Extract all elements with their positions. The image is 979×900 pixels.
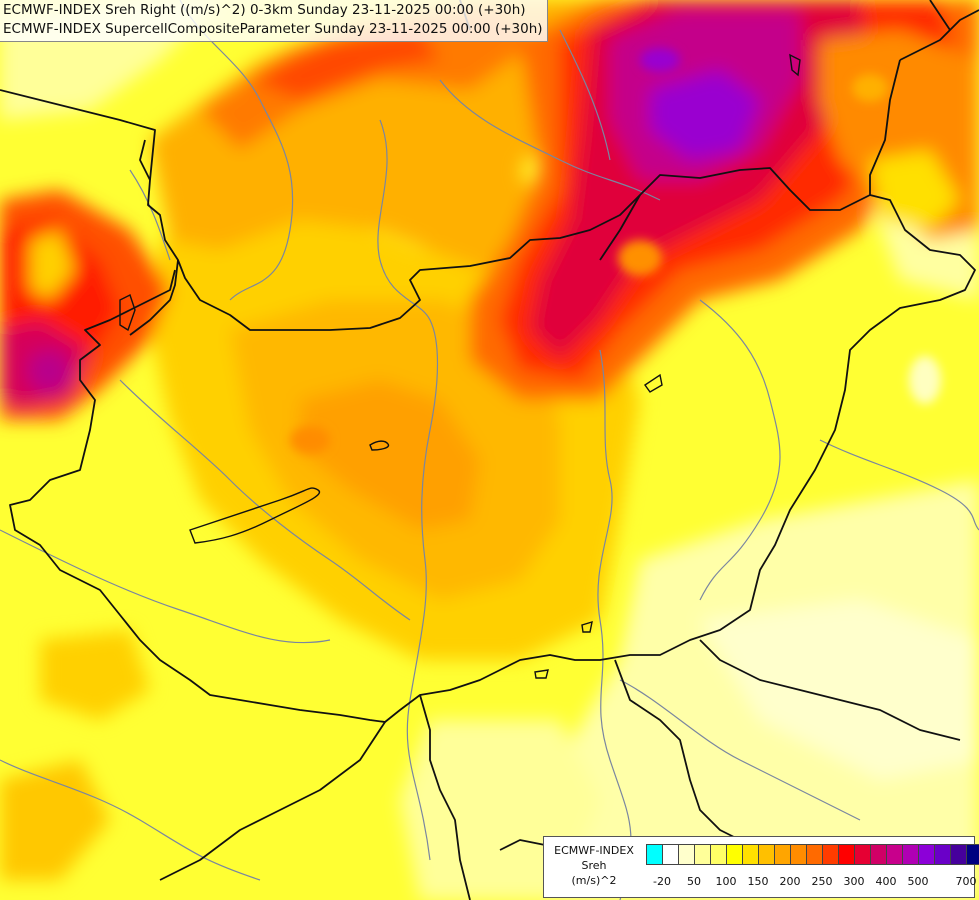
legend-swatch-14 [871, 845, 887, 864]
legend-tick-1: 50 [687, 875, 701, 888]
legend-tick-8: 500 [907, 875, 929, 888]
legend-tick-6: 300 [843, 875, 865, 888]
map-title: ECMWF-INDEX Sreh Right ((m/s)^2) 0-3km S… [0, 0, 548, 42]
legend-swatch-4 [711, 845, 727, 864]
lake-outlines [119, 53, 801, 679]
legend-swatch-15 [887, 845, 903, 864]
legend-swatch-9 [791, 845, 807, 864]
legend-swatch-10 [807, 845, 823, 864]
legend-swatch-1 [663, 845, 679, 864]
legend-color-bar [646, 844, 979, 865]
legend-swatch-7 [759, 845, 775, 864]
legend-source: ECMWF-INDEX [554, 844, 634, 857]
legend-swatch-11 [823, 845, 839, 864]
field-small-cells [290, 48, 941, 454]
legend-tick-4: 200 [779, 875, 801, 888]
legend-swatch-5 [727, 845, 743, 864]
legend-tick-0: -20 [653, 875, 671, 888]
legend-label: ECMWF-INDEX Sreh (m/s)^2 [544, 843, 644, 888]
legend-variable: Sreh [581, 859, 607, 872]
legend-swatch-20 [967, 845, 979, 864]
legend-swatch-13 [855, 845, 871, 864]
legend-tick-7: 400 [875, 875, 897, 888]
legend-swatch-16 [903, 845, 919, 864]
legend-tick-3: 150 [747, 875, 769, 888]
legend-swatch-8 [775, 845, 791, 864]
legend-swatch-0 [647, 845, 663, 864]
legend-swatch-18 [935, 845, 951, 864]
legend-swatch-3 [695, 845, 711, 864]
legend-tick-9: 700 [955, 875, 977, 888]
legend-swatch-17 [919, 845, 935, 864]
legend-swatch-19 [951, 845, 967, 864]
color-legend: ECMWF-INDEX Sreh (m/s)^2 -20 50 100 150 200 2… [543, 836, 979, 898]
legend-swatch-12 [839, 845, 855, 864]
legend-unit: (m/s)^2 [571, 874, 617, 887]
legend-tick-2: 100 [715, 875, 737, 888]
legend-swatch-2 [679, 845, 695, 864]
legend-tick-5: 250 [811, 875, 833, 888]
legend-swatch-6 [743, 845, 759, 864]
title-line-supercell: ECMWF-INDEX SupercellCompositeParameter … [3, 21, 543, 37]
title-line-sreh: ECMWF-INDEX Sreh Right ((m/s)^2) 0-3km S… [3, 2, 526, 18]
legend-tick-labels: -20 50 100 150 200 250 300 400 500 700 [646, 875, 976, 890]
